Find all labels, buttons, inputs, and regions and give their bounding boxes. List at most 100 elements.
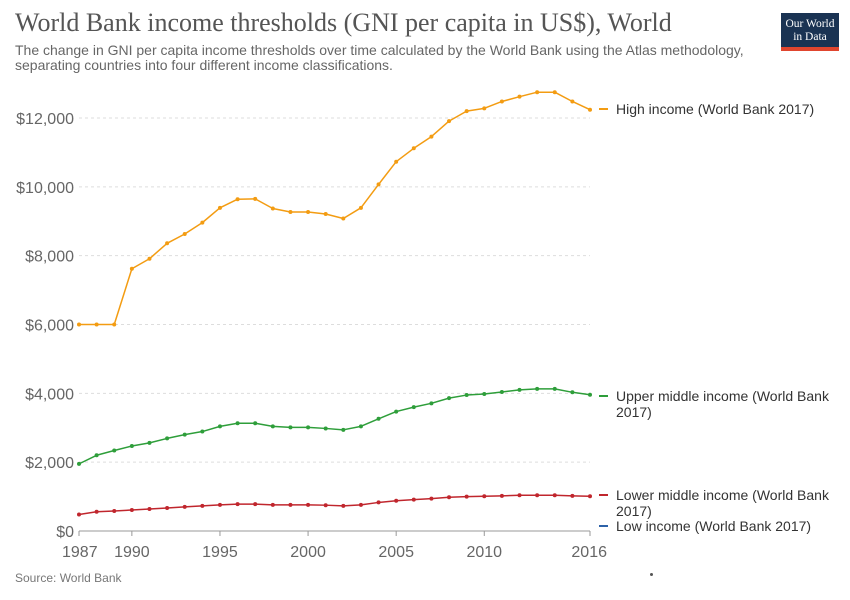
data-point-upper_middle — [77, 461, 81, 466]
y-tick-label: $12,000 — [16, 111, 74, 128]
legend-label-line: Low income (World Bank 2017) — [616, 518, 811, 534]
data-point-high — [358, 205, 363, 210]
data-point-upper_middle — [129, 443, 134, 448]
data-point-upper_middle — [270, 424, 275, 429]
x-tick-label: 2010 — [466, 544, 502, 561]
data-point-high — [182, 231, 187, 236]
data-point-upper_middle — [517, 387, 522, 392]
y-tick-label: $6,000 — [25, 318, 74, 335]
data-point-high — [482, 106, 487, 111]
x-tick-label: 2000 — [290, 544, 326, 561]
y-axis-labels: $0 $2,000 $4,000 $6,000 $8,000 $10,000 $12,000 — [16, 111, 74, 541]
y-tick-label: $0 — [56, 524, 74, 541]
series-line-high — [79, 91, 591, 326]
x-tick-label: 1990 — [114, 544, 150, 561]
chart-title: World Bank income thresholds (GNI per ca… — [15, 8, 672, 37]
data-point-high — [570, 99, 575, 104]
legend-label-upper_middle: Upper middle income (World Bank 2017) — [616, 388, 830, 420]
data-point-upper_middle — [217, 424, 222, 429]
y-tick-label: $10,000 — [16, 180, 74, 197]
data-point-lower_middle — [77, 512, 81, 517]
data-point-high — [447, 119, 452, 124]
data-point-lower_middle — [253, 502, 258, 507]
data-point-upper_middle — [288, 425, 293, 430]
data-point-lower_middle — [535, 493, 540, 498]
data-point-high — [112, 322, 117, 327]
x-tick-label: 1987 — [62, 544, 98, 561]
data-point-upper_middle — [535, 386, 540, 391]
y-tick-label: $8,000 — [25, 249, 74, 266]
data-point-lower_middle — [165, 505, 170, 510]
x-tick-label: 2005 — [378, 544, 414, 561]
owid-logo[interactable]: Our World in Data — [781, 13, 839, 51]
data-point-high — [341, 216, 346, 221]
data-point-lower_middle — [499, 493, 504, 498]
legend-label-lower_middle: Lower middle income (World Bank 2017) — [616, 487, 830, 519]
data-point-high — [253, 196, 258, 201]
data-point-high — [323, 212, 328, 217]
data-point-upper_middle — [411, 405, 416, 410]
x-axis: 1987 1990 1995 2000 2005 2010 2016 — [62, 530, 607, 561]
data-point-upper_middle — [323, 426, 328, 431]
data-point-lower_middle — [129, 508, 134, 513]
data-point-high — [200, 220, 205, 225]
legend-label-line: Upper middle income (World Bank — [616, 388, 830, 404]
data-point-upper_middle — [570, 390, 575, 395]
data-point-high — [411, 146, 416, 151]
data-point-lower_middle — [517, 493, 522, 498]
data-point-lower_middle — [323, 503, 328, 508]
data-point-lower_middle — [411, 497, 416, 502]
legend-label-line: 2017) — [616, 503, 652, 519]
data-point-high — [306, 209, 311, 214]
data-point-high — [235, 197, 240, 202]
data-point-high — [394, 159, 399, 164]
data-point-lower_middle — [288, 502, 293, 507]
data-point-lower_middle — [429, 496, 434, 501]
data-point-upper_middle — [94, 453, 99, 458]
series-line-lower_middle — [78, 494, 591, 516]
x-tick-label: 1995 — [202, 544, 238, 561]
data-point-upper_middle — [394, 409, 399, 414]
data-point-high — [217, 205, 222, 210]
data-point-lower_middle — [306, 502, 311, 507]
data-point-lower_middle — [588, 494, 592, 499]
data-point-high — [588, 107, 592, 112]
data-point-lower_middle — [147, 506, 152, 511]
data-point-lower_middle — [376, 500, 381, 505]
data-point-lower_middle — [112, 509, 117, 514]
data-point-upper_middle — [464, 393, 469, 398]
data-point-high — [517, 94, 522, 99]
data-point-upper_middle — [429, 401, 434, 406]
grid-lines — [79, 117, 590, 463]
legend-label-high: High income (World Bank 2017) — [616, 101, 814, 117]
data-point-high — [429, 134, 434, 139]
y-tick-label: $4,000 — [25, 386, 74, 403]
data-point-high — [165, 241, 170, 246]
legend-label-line: Lower middle income (World Bank — [616, 487, 830, 503]
data-point-lower_middle — [447, 495, 452, 500]
data-point-lower_middle — [358, 502, 363, 507]
data-point-lower_middle — [270, 502, 275, 507]
data-point-high — [464, 109, 469, 114]
data-point-lower_middle — [341, 503, 346, 508]
data-point-upper_middle — [552, 386, 557, 391]
data-point-lower_middle — [235, 502, 240, 507]
logo-line-1: Our World — [785, 18, 835, 30]
data-point-lower_middle — [394, 498, 399, 503]
data-point-high — [535, 90, 540, 95]
data-point-upper_middle — [147, 440, 152, 445]
data-point-lower_middle — [464, 494, 469, 499]
data-point-upper_middle — [306, 425, 311, 430]
data-point-lower_middle — [217, 502, 222, 507]
y-tick-label: $2,000 — [25, 455, 74, 472]
data-point-lower_middle — [570, 493, 575, 498]
data-point-high — [288, 209, 293, 214]
data-point-lower_middle — [94, 509, 99, 514]
footer-dot — [650, 573, 653, 576]
series-line-upper_middle — [78, 388, 591, 465]
legend-label-line: High income (World Bank 2017) — [616, 101, 814, 117]
data-point-high — [376, 182, 381, 187]
source-note: Source: World Bank — [15, 571, 122, 585]
data-point-lower_middle — [482, 494, 487, 499]
